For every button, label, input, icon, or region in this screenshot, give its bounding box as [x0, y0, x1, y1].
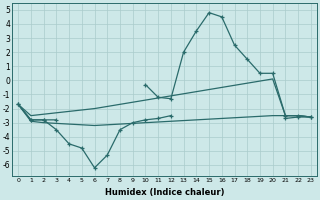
X-axis label: Humidex (Indice chaleur): Humidex (Indice chaleur): [105, 188, 224, 197]
